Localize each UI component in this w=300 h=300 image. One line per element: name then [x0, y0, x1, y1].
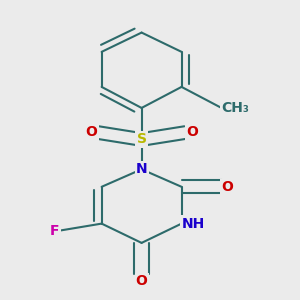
Text: NH: NH	[182, 217, 205, 231]
Text: CH₃: CH₃	[221, 101, 249, 115]
Text: S: S	[136, 133, 147, 146]
Text: O: O	[136, 274, 148, 288]
Text: O: O	[186, 125, 198, 140]
Text: N: N	[136, 162, 147, 176]
Text: O: O	[85, 125, 98, 140]
Text: F: F	[50, 224, 60, 238]
Text: O: O	[221, 180, 233, 194]
